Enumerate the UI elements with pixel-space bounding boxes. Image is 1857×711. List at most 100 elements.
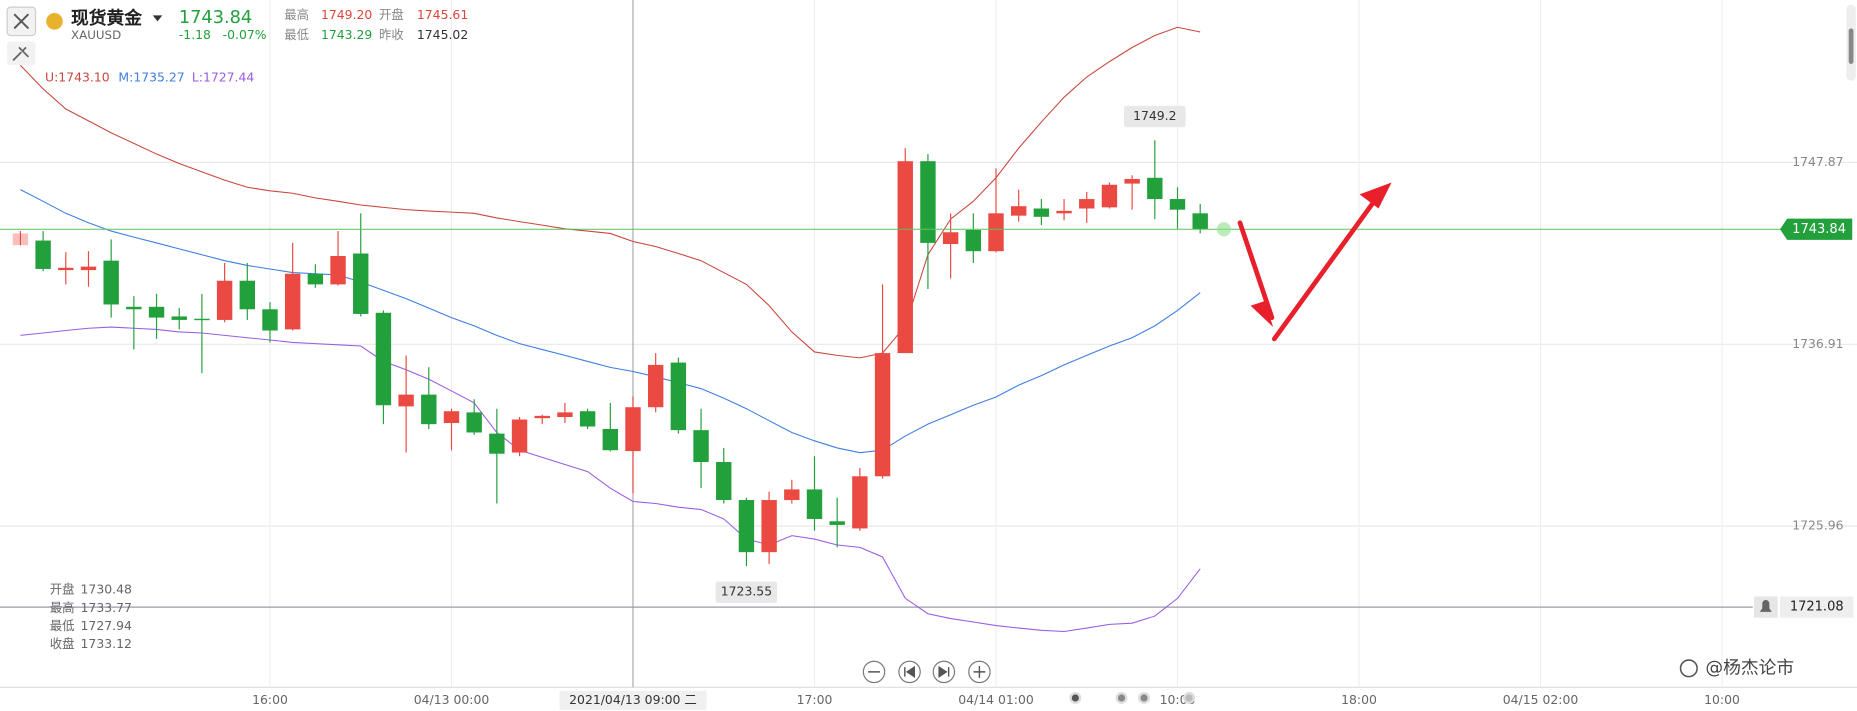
candle-body — [466, 412, 482, 433]
stat-label: 昨收 — [379, 27, 404, 42]
x-tick-label: 04/13 00:00 — [414, 692, 490, 707]
candle-body — [284, 273, 301, 330]
band-line — [20, 326, 1201, 633]
stat-label: 开盘 — [379, 7, 404, 22]
candle-body — [897, 161, 913, 354]
candle-body — [443, 411, 460, 424]
candle-body — [852, 476, 868, 529]
y-tick-label: 1736.91 — [1792, 336, 1843, 351]
watermark-icon — [1679, 659, 1698, 678]
legend-entry: M:1735.27 — [118, 70, 184, 85]
candle-body — [1056, 210, 1072, 214]
grid — [0, 0, 1857, 688]
candle-body — [1147, 177, 1163, 200]
candle-body — [534, 415, 550, 419]
candle-body — [330, 255, 346, 285]
candle-body — [194, 318, 210, 321]
candle-body — [239, 280, 255, 310]
callout-bg — [1124, 105, 1186, 128]
x-tick-label: 10:00 — [1704, 692, 1740, 707]
arrow-heads — [1250, 182, 1392, 328]
zoom-icons — [868, 665, 986, 678]
crosshair-label-bg — [559, 690, 707, 710]
plot: 1725.96 1736.91 1747.87 16:00 04/13 00:00 17:… — [0, 26, 1854, 710]
stat-value: 1745.61 — [417, 7, 468, 22]
ohlc-value: 1733.77 — [81, 600, 132, 615]
x-tick-label: 04/14 01:00 — [958, 692, 1034, 707]
x-tick-label: 04/15 02:00 — [1503, 692, 1579, 707]
candle-body — [489, 433, 505, 454]
candle-body — [1079, 199, 1095, 209]
stat-value: 1745.02 — [417, 27, 468, 42]
candle-body — [942, 232, 959, 245]
candle-body — [579, 411, 596, 427]
candle-body — [307, 273, 324, 285]
gold-icon — [46, 13, 63, 30]
stat-value: 1749.20 — [321, 7, 372, 22]
candle-body — [625, 407, 641, 452]
candle-body — [1101, 184, 1118, 208]
candle-body — [80, 266, 97, 271]
candle-body — [693, 430, 709, 463]
y-tick-label: 1725.96 — [1792, 518, 1843, 533]
stat-label: 最高 — [284, 7, 309, 22]
candle-body — [784, 489, 800, 501]
candle-body — [126, 306, 142, 310]
bottom-dots — [1069, 692, 1195, 704]
symbol-code: XAUUSD — [71, 28, 121, 42]
crosshair-label: 2021/04/13 09:00 二 — [569, 692, 697, 707]
candle-body — [511, 419, 528, 453]
candle-body — [171, 316, 187, 320]
candle-body — [738, 500, 755, 553]
stat-value: 1743.29 — [321, 27, 372, 42]
price-change: -1.18 — [179, 27, 211, 42]
band-line — [20, 189, 1201, 454]
symbol-name[interactable]: 现货黄金 — [71, 7, 142, 29]
stat-label: 最低 — [284, 27, 309, 42]
candle-body — [965, 229, 982, 252]
x-tick-label: 18:00 — [1341, 692, 1377, 707]
dropdown-arrow[interactable] — [152, 15, 163, 22]
scrollbar-thumb[interactable] — [1848, 28, 1854, 64]
band-line — [19, 26, 1201, 359]
candle-body — [1192, 213, 1208, 230]
callout-label: 1749.2 — [1133, 108, 1176, 123]
ohlc-label: 最低 — [50, 618, 75, 633]
candle-body — [716, 462, 732, 501]
price-change-pct: -0.07% — [223, 27, 267, 42]
alert-value: 1721.08 — [1790, 600, 1844, 615]
candle-body — [602, 428, 619, 451]
candle-body — [1124, 178, 1140, 184]
candle-body — [1169, 199, 1186, 210]
last-price-tag — [1780, 218, 1853, 240]
y-tick-label: 1747.87 — [1792, 154, 1843, 169]
candle-body — [148, 306, 165, 318]
ohlc-label: 最高 — [50, 600, 75, 615]
header: 现货黄金 XAUUSD 1743.84 -1.18 -0.07% 最高 1749… — [6, 6, 468, 66]
candle-body — [647, 364, 664, 408]
watermark: @杨杰论市 — [1705, 657, 1794, 678]
candle-body — [353, 253, 369, 314]
candle-body — [103, 260, 119, 305]
candle-body — [829, 521, 845, 525]
candle-body — [806, 489, 823, 519]
legend-entry: L:1727.44 — [192, 70, 255, 85]
alert-tag — [1780, 596, 1854, 618]
last-price-dot — [1216, 222, 1231, 237]
candle-body — [874, 353, 891, 477]
candle-body — [262, 309, 278, 331]
ohlc-value: 1733.12 — [81, 636, 132, 651]
callout-bg — [715, 581, 778, 603]
candle-body — [1033, 208, 1050, 217]
candle-body — [421, 394, 437, 425]
x-tick-label: 17:00 — [797, 692, 833, 707]
candle-body — [35, 240, 51, 269]
candle-body — [1010, 206, 1027, 216]
ohlc-value: 1727.94 — [81, 618, 132, 633]
candle-body — [920, 161, 936, 243]
annotation-arrows — [1237, 189, 1384, 342]
alert-bell — [1759, 600, 1772, 612]
candle-body — [988, 213, 1004, 252]
ohlc-label: 开盘 — [50, 582, 75, 597]
